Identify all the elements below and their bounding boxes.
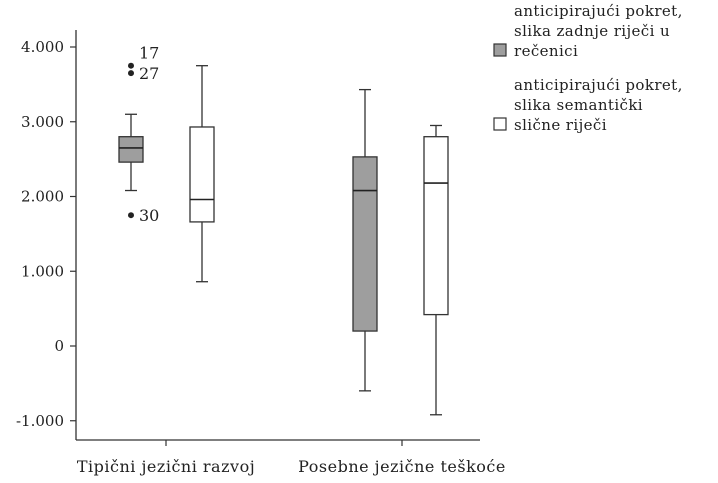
- legend-label: slika semantički: [514, 96, 643, 114]
- y-tick-label: -1.000: [16, 412, 64, 430]
- legend-label: anticipirajući pokret,: [514, 2, 683, 20]
- x-category-label: Tipični jezični razvoj: [77, 457, 255, 476]
- outlier-label: 30: [139, 206, 159, 225]
- box-semanticki-slicne-tipicni: [189, 65, 215, 283]
- box-iqr: [189, 126, 215, 223]
- axes: 4.000 3.000 2.000 1.000 0 -1.000 Tipični jezič…: [16, 30, 506, 476]
- legend: anticipirajući pokret, slika zadnje riječ…: [493, 2, 683, 134]
- box-iqr: [352, 156, 378, 332]
- box-iqr: [423, 136, 449, 316]
- legend-label: slične riječi: [514, 116, 607, 134]
- outlier-label: 27: [139, 64, 159, 83]
- outlier-label: 17: [139, 44, 159, 63]
- outlier-point: [128, 70, 134, 77]
- box-iqr: [118, 136, 144, 163]
- legend-label: rečenici: [514, 42, 578, 60]
- legend-label: anticipirajući pokret,: [514, 76, 683, 94]
- box-zadnje-rijeci-posebne: [352, 88, 378, 392]
- legend-label: slika zadnje riječi u: [514, 22, 670, 40]
- y-tick-label: 2.000: [21, 188, 64, 206]
- box-semanticki-slicne-posebne: [423, 124, 449, 416]
- y-tick-label: 3.000: [21, 113, 64, 131]
- x-category-label: Posebne jezične teškoće: [298, 457, 506, 476]
- outlier-point: [128, 212, 134, 219]
- y-tick-label: 4.000: [21, 38, 64, 56]
- legend-swatch: [493, 43, 507, 57]
- y-tick-label: 0: [54, 337, 64, 355]
- y-tick-label: 1.000: [21, 262, 64, 280]
- outlier-point: [128, 62, 134, 69]
- legend-swatch: [493, 117, 507, 131]
